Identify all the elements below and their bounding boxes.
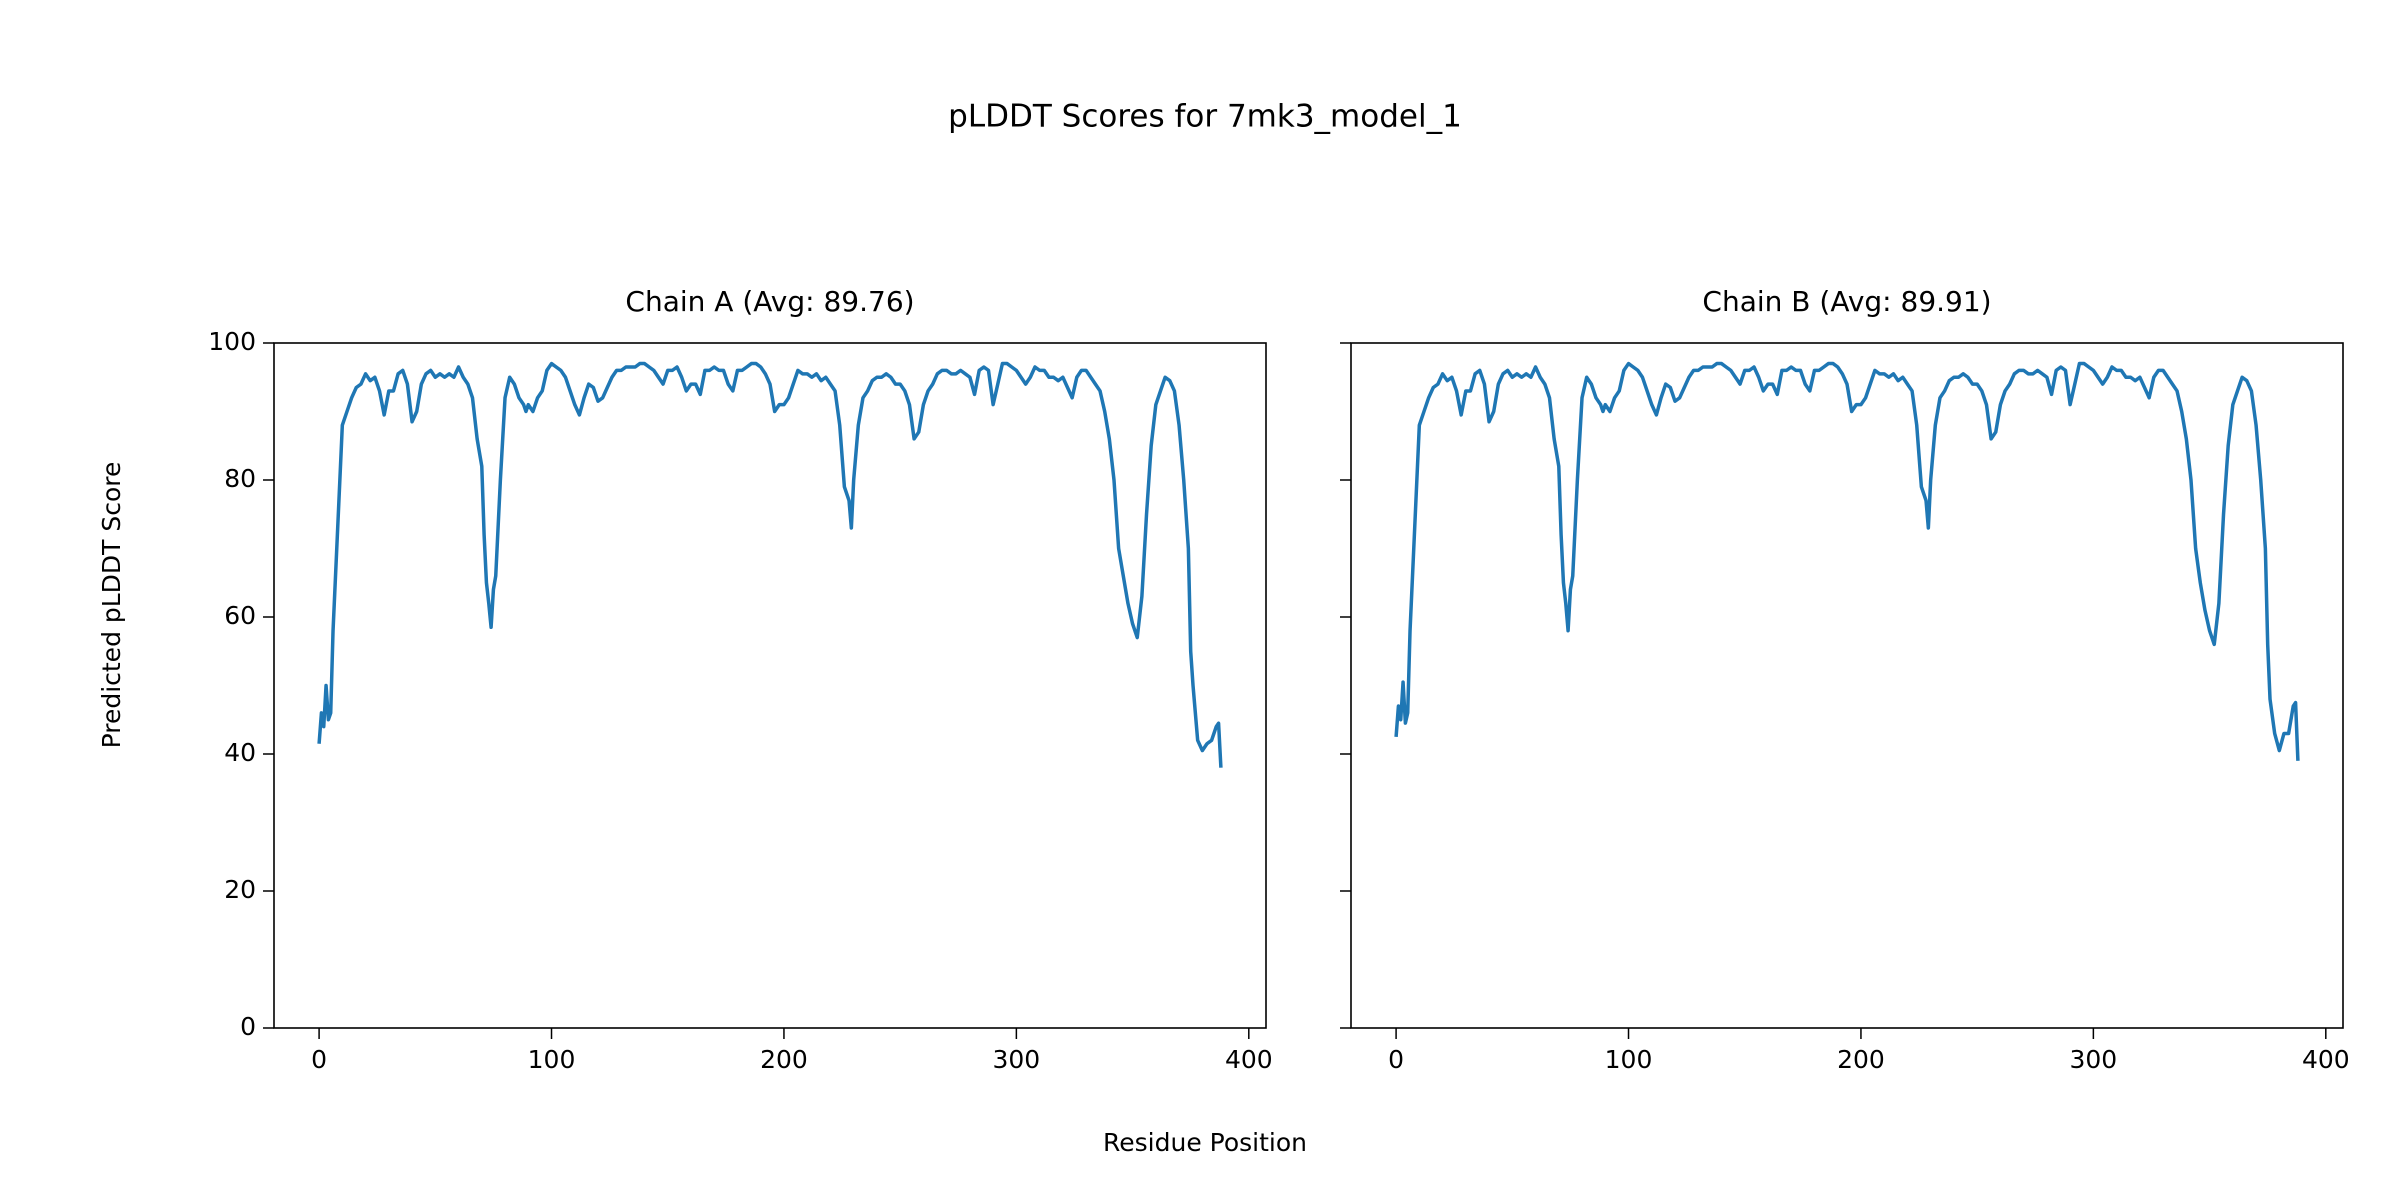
subplot-title: Chain B (Avg: 89.91) (1702, 285, 1991, 318)
y-tick-label: 20 (224, 875, 256, 904)
x-tick-label: 200 (760, 1045, 808, 1074)
x-tick-label: 0 (311, 1045, 327, 1074)
y-axis-label: Predicted pLDDT Score (97, 462, 126, 749)
axes-frame (273, 342, 1267, 1029)
axes-frame (1350, 342, 2344, 1029)
y-tick-label: 0 (240, 1012, 256, 1041)
x-tick-label: 200 (1837, 1045, 1885, 1074)
x-tick-label: 300 (2070, 1045, 2118, 1074)
figure-title: pLDDT Scores for 7mk3_model_1 (948, 99, 1462, 135)
y-tick-label: 100 (208, 327, 256, 356)
x-axis-label: Residue Position (1103, 1128, 1307, 1157)
x-tick-label: 100 (1605, 1045, 1653, 1074)
y-tick-label: 60 (224, 601, 256, 630)
x-tick-label: 400 (1225, 1045, 1273, 1074)
x-tick-label: 300 (993, 1045, 1041, 1074)
subplot-title: Chain A (Avg: 89.76) (625, 285, 914, 318)
x-tick-label: 100 (528, 1045, 576, 1074)
line-series (317, 361, 1223, 768)
y-tick-label: 80 (224, 464, 256, 493)
x-tick-label: 0 (1388, 1045, 1404, 1074)
line-series (1394, 361, 2300, 761)
y-tick-label: 40 (224, 738, 256, 767)
x-tick-label: 400 (2302, 1045, 2350, 1074)
